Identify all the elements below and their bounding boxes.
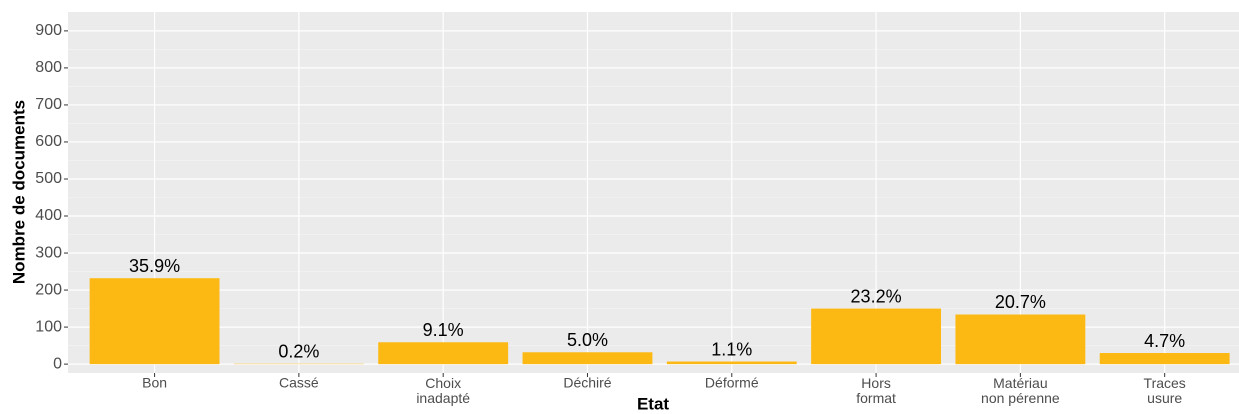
y-tick-label: 500 xyxy=(35,170,62,187)
x-axis-title: Etat xyxy=(637,394,669,413)
y-axis-title: Nombre de documents xyxy=(9,100,28,284)
x-tick-label: Choix inadapté xyxy=(416,375,470,406)
y-tick-label: 900 xyxy=(35,22,62,39)
y-tick-label: 800 xyxy=(35,59,62,76)
y-tick-label: 600 xyxy=(35,133,62,150)
x-tick-label: Déformé xyxy=(705,375,759,391)
bar-label: 35.9% xyxy=(129,256,180,276)
x-tick-label: Traces usure xyxy=(1144,375,1186,406)
x-tick-label: Matériau non pérenne xyxy=(981,375,1060,406)
bar-label: 5.0% xyxy=(567,330,608,350)
x-tick-label: Déchiré xyxy=(563,375,611,391)
bar-label: 4.7% xyxy=(1144,331,1185,351)
bar xyxy=(955,314,1086,365)
bar-label: 9.1% xyxy=(423,320,464,340)
y-tick-label: 200 xyxy=(35,281,62,298)
x-tick-label: Hors format xyxy=(856,375,896,406)
bar-label: 20.7% xyxy=(995,292,1046,312)
y-tick-label: 300 xyxy=(35,244,62,261)
bar xyxy=(378,342,509,365)
plot-panel xyxy=(68,12,1239,373)
x-tick-label: Bon xyxy=(142,375,167,391)
y-tick-label: 400 xyxy=(35,207,62,224)
bar xyxy=(666,361,797,365)
bar xyxy=(811,308,942,365)
bar xyxy=(1099,353,1230,365)
y-tick-label: 700 xyxy=(35,96,62,113)
bar xyxy=(89,278,220,365)
x-tick-label: Cassé xyxy=(279,375,319,391)
bar xyxy=(522,352,653,365)
bar-label: 1.1% xyxy=(711,339,752,359)
y-tick-label: 0 xyxy=(53,355,62,372)
bar-label: 23.2% xyxy=(851,286,902,306)
bar-label: 0.2% xyxy=(278,341,319,361)
y-tick-label: 100 xyxy=(35,318,62,335)
